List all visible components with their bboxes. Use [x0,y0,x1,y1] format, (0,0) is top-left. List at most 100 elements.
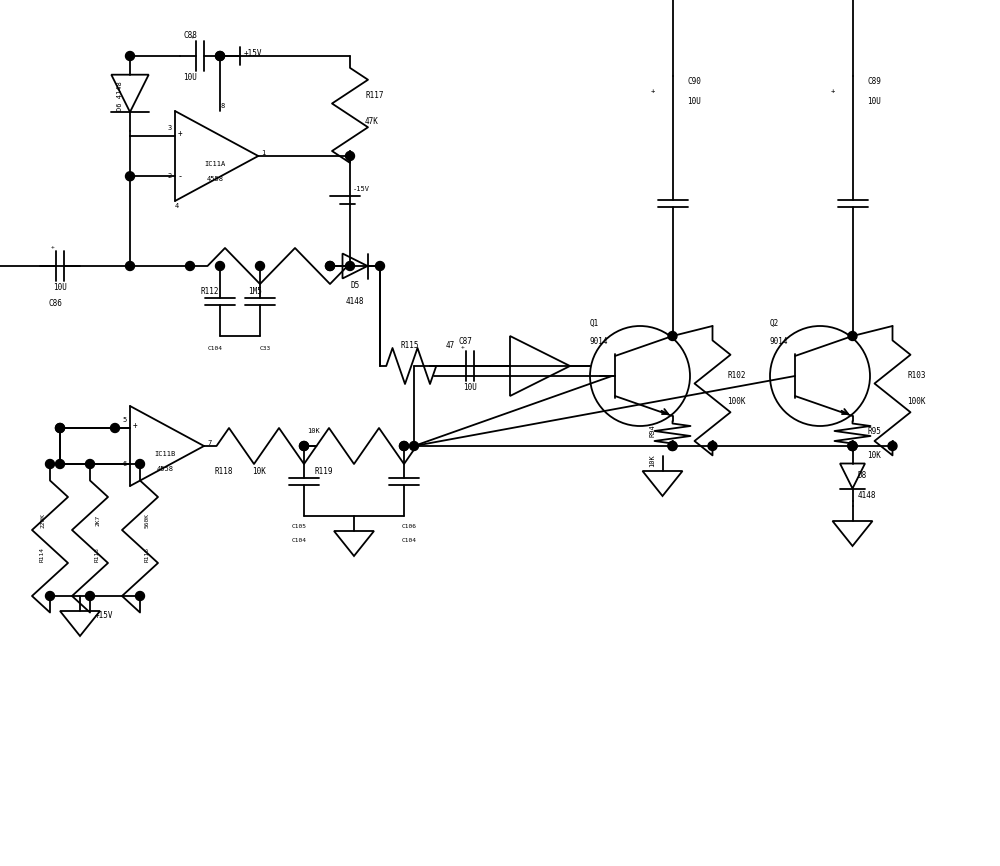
Circle shape [186,262,194,270]
Text: 10U: 10U [53,283,67,293]
Text: 6: 6 [123,461,127,467]
Text: -: - [178,171,183,181]
Text: C90: C90 [688,76,701,86]
Circle shape [410,442,418,450]
Circle shape [400,442,409,450]
Circle shape [110,423,120,432]
Circle shape [346,152,354,160]
Text: 1M5: 1M5 [248,287,262,295]
Circle shape [216,262,224,270]
Text: D8: D8 [858,471,867,481]
Text: 10K: 10K [650,455,656,468]
Text: +: + [460,344,464,349]
Text: 10U: 10U [868,96,881,106]
Text: 4558: 4558 [207,176,224,182]
Text: Q1: Q1 [590,319,599,327]
Text: IC11A: IC11A [204,161,226,167]
Circle shape [300,442,308,450]
Circle shape [126,262,134,270]
Text: 10K: 10K [868,451,881,461]
Text: R116: R116 [145,547,150,563]
Text: R102: R102 [728,372,746,380]
Circle shape [216,51,224,61]
Circle shape [346,262,354,270]
Text: C104: C104 [292,539,306,544]
Text: D6 4148: D6 4148 [117,81,123,111]
Text: 2: 2 [168,173,172,179]
Text: C105: C105 [292,524,306,528]
Text: 47: 47 [445,341,455,351]
Text: R112: R112 [201,287,219,295]
Text: +: + [50,244,54,249]
Text: C104: C104 [402,539,416,544]
Text: R103: R103 [908,372,926,380]
Text: IC11B: IC11B [154,451,176,457]
Text: 100K: 100K [728,397,746,405]
Circle shape [400,442,409,450]
Circle shape [848,442,857,450]
Circle shape [56,423,64,432]
Text: 1: 1 [261,150,266,156]
Text: 3: 3 [168,125,172,131]
Circle shape [136,460,144,469]
Text: 10U: 10U [183,74,197,82]
Circle shape [136,591,144,600]
Circle shape [848,442,857,450]
Circle shape [668,442,677,450]
Text: 9014: 9014 [590,337,608,346]
Text: 47K: 47K [365,117,379,126]
Text: 10U: 10U [688,96,701,106]
Circle shape [376,262,384,270]
Text: 100K: 100K [908,397,926,405]
Circle shape [848,442,857,450]
Text: 4148: 4148 [346,296,364,306]
Circle shape [256,262,264,270]
Text: +: + [133,422,138,430]
Circle shape [56,423,64,432]
Circle shape [46,460,54,469]
Text: +: + [178,129,183,139]
Circle shape [126,51,134,61]
Circle shape [668,332,677,340]
Text: +15V: +15V [95,611,114,621]
Circle shape [46,591,54,600]
Text: R114: R114 [40,547,45,563]
Text: -15V: -15V [353,186,370,192]
Text: 9014: 9014 [770,337,788,346]
Text: 4: 4 [175,203,179,209]
Text: 560K: 560K [145,513,150,527]
Text: C86: C86 [48,300,62,308]
Text: 4148: 4148 [858,492,876,501]
Text: 10K: 10K [252,467,266,475]
Text: +: + [830,88,834,94]
Text: 10U: 10U [463,384,477,392]
Text: R113: R113 [95,547,100,563]
Circle shape [300,442,308,450]
Circle shape [326,262,334,270]
Circle shape [86,460,94,469]
Text: C88: C88 [183,31,197,41]
Text: 5: 5 [123,417,127,423]
Text: R115: R115 [401,341,419,351]
Circle shape [848,332,857,340]
Circle shape [86,591,94,600]
Circle shape [668,442,677,450]
Text: +: + [190,34,194,39]
Circle shape [126,171,134,181]
Text: 7: 7 [207,440,211,446]
Text: +: + [650,88,654,94]
Text: C87: C87 [458,337,472,346]
Text: Q2: Q2 [770,319,779,327]
Circle shape [708,442,717,450]
Text: C106: C106 [402,524,416,528]
Text: R119: R119 [315,467,333,475]
Text: 10K: 10K [307,428,320,434]
Circle shape [888,442,897,450]
Text: 2K7: 2K7 [95,514,100,526]
Text: R95: R95 [868,426,881,436]
Text: R118: R118 [215,467,233,475]
Text: R94: R94 [650,424,656,437]
Text: C104: C104 [208,346,222,352]
Circle shape [216,51,224,61]
Text: C33: C33 [259,346,271,352]
